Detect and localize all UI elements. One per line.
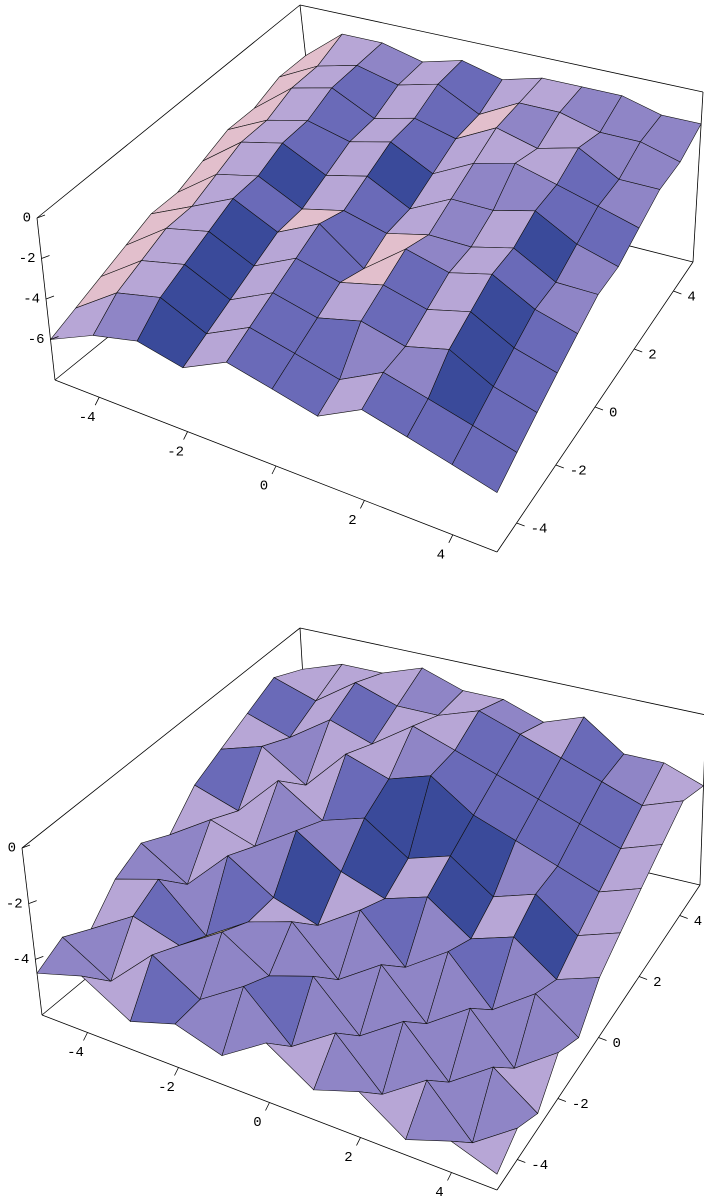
y-tick-label: 0 bbox=[609, 406, 617, 422]
x-tick-label: 4 bbox=[435, 1185, 443, 1198]
x-tick bbox=[447, 1172, 452, 1181]
surface-plot: -4 -2 0 2 4 -4 -2 0 2 4 -4 -2 0 bbox=[6, 627, 704, 1198]
y-tick-label: 0 bbox=[613, 1036, 621, 1052]
x-tick bbox=[94, 397, 100, 406]
box-edge bbox=[21, 847, 43, 1016]
x-tick bbox=[265, 1102, 270, 1111]
y-tick-label: -2 bbox=[570, 464, 587, 480]
z-tick bbox=[41, 255, 50, 259]
z-tick-label: -6 bbox=[28, 332, 45, 348]
y-tick bbox=[516, 522, 525, 527]
x-tick bbox=[356, 1137, 361, 1146]
x-tick bbox=[83, 1032, 88, 1041]
x-tick-label: 4 bbox=[437, 548, 445, 564]
z-tick bbox=[45, 295, 55, 300]
y-tick bbox=[557, 1098, 567, 1102]
y-tick-label: 2 bbox=[648, 348, 656, 364]
y-tick bbox=[638, 976, 648, 980]
y-tick bbox=[679, 915, 688, 919]
z-tick bbox=[21, 844, 31, 849]
y-tick bbox=[598, 1037, 607, 1041]
x-tick-label: -4 bbox=[67, 1045, 84, 1061]
y-tick bbox=[634, 348, 643, 353]
y-tick-label: 2 bbox=[653, 975, 661, 991]
surface-plot: -4 -2 0 2 4 -4 -2 0 2 4 -6 -4 -2 0 bbox=[19, 4, 704, 564]
x-tick-label: 0 bbox=[253, 1115, 261, 1131]
x-tick-label: -2 bbox=[167, 444, 184, 460]
y-tick bbox=[673, 290, 682, 295]
box-edge bbox=[21, 627, 301, 849]
x-tick-label: 2 bbox=[344, 1150, 352, 1166]
y-tick bbox=[517, 1159, 526, 1163]
surface-patch bbox=[450, 1127, 518, 1175]
box-edge bbox=[299, 4, 704, 93]
box-edge bbox=[36, 4, 301, 219]
z-tick-label: -2 bbox=[19, 251, 36, 267]
surface-patch bbox=[451, 425, 518, 494]
x-tick bbox=[271, 465, 277, 475]
z-tick-label: 0 bbox=[8, 841, 16, 857]
x-tick bbox=[174, 1067, 179, 1076]
z-tick bbox=[35, 955, 44, 960]
y-tick-label: -4 bbox=[531, 1158, 548, 1174]
z-tick-label: -4 bbox=[13, 952, 30, 968]
y-tick-label: -4 bbox=[531, 522, 548, 538]
x-tick-label: -2 bbox=[158, 1080, 175, 1096]
z-tick-label: -4 bbox=[23, 292, 40, 308]
z-tick-label: 0 bbox=[23, 211, 31, 227]
y-tick-label: 4 bbox=[694, 914, 702, 930]
box-edge bbox=[699, 760, 704, 886]
y-tick bbox=[555, 464, 564, 469]
y-tick-label: 4 bbox=[687, 290, 695, 306]
y-tick-label: -2 bbox=[572, 1097, 589, 1113]
y-tick bbox=[594, 406, 604, 411]
z-tick bbox=[28, 900, 37, 905]
x-tick-label: 0 bbox=[260, 479, 268, 495]
z-tick bbox=[36, 214, 46, 219]
x-tick bbox=[183, 431, 188, 440]
z-tick bbox=[50, 336, 59, 340]
box-edge bbox=[692, 91, 704, 263]
x-tick bbox=[360, 500, 365, 509]
z-tick-label: -2 bbox=[6, 896, 23, 912]
box-edge bbox=[299, 627, 704, 715]
x-tick-label: 2 bbox=[348, 513, 356, 529]
x-tick bbox=[448, 534, 454, 543]
x-tick-label: -4 bbox=[79, 410, 96, 426]
